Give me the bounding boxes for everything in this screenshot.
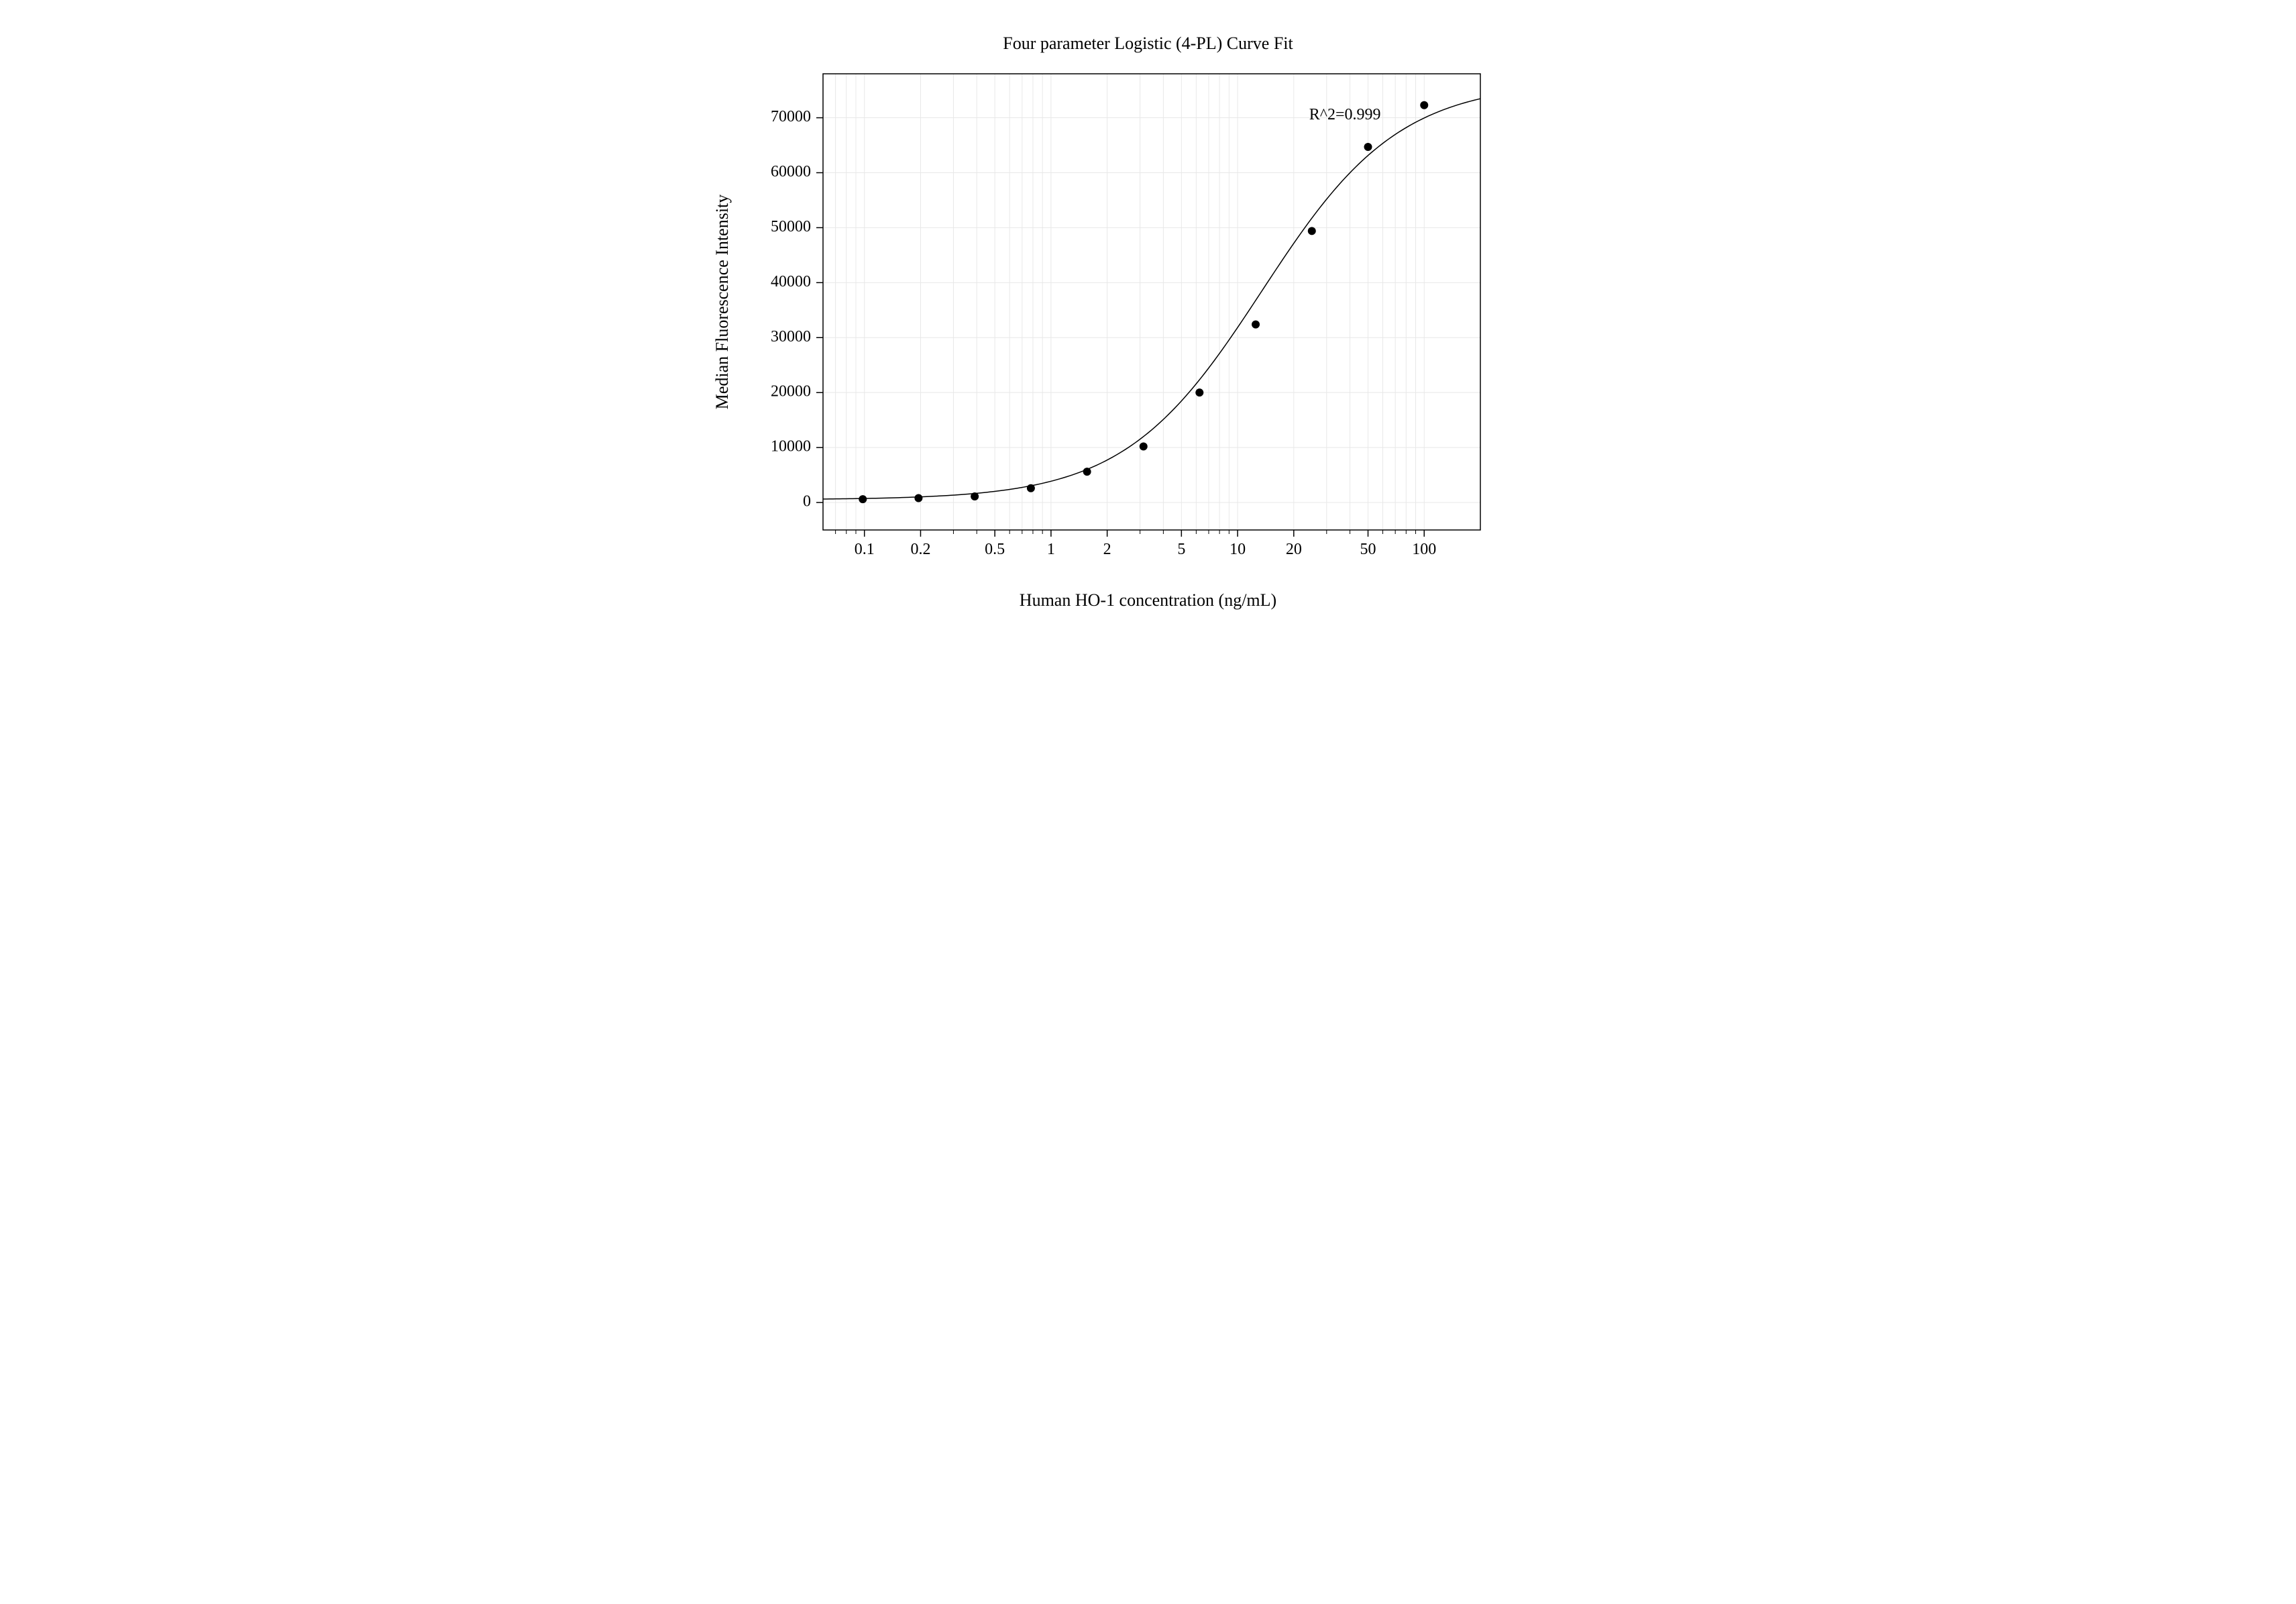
svg-text:1: 1 bbox=[1046, 541, 1054, 558]
svg-text:0.2: 0.2 bbox=[910, 541, 930, 558]
svg-text:40000: 40000 bbox=[771, 273, 811, 290]
svg-text:30000: 30000 bbox=[771, 328, 811, 345]
svg-text:20000: 20000 bbox=[771, 383, 811, 400]
svg-text:20: 20 bbox=[1285, 541, 1301, 558]
chart-container: Four parameter Logistic (4-PL) Curve Fit… bbox=[669, 13, 1628, 684]
svg-text:100: 100 bbox=[1412, 541, 1436, 558]
svg-text:10000: 10000 bbox=[771, 438, 811, 456]
y-axis-label: Median Fluorescence Intensity bbox=[712, 195, 732, 410]
svg-text:0.1: 0.1 bbox=[854, 541, 874, 558]
svg-text:10: 10 bbox=[1229, 541, 1246, 558]
svg-text:2: 2 bbox=[1103, 541, 1111, 558]
svg-text:50: 50 bbox=[1360, 541, 1376, 558]
x-axis-label: Human HO-1 concentration (ng/mL) bbox=[669, 590, 1628, 610]
svg-text:0: 0 bbox=[803, 493, 811, 511]
svg-text:5: 5 bbox=[1177, 541, 1185, 558]
svg-text:0.5: 0.5 bbox=[985, 541, 1005, 558]
svg-text:50000: 50000 bbox=[771, 218, 811, 235]
svg-text:70000: 70000 bbox=[771, 108, 811, 125]
r-squared-annotation: R^2=0.999 bbox=[1309, 106, 1381, 124]
svg-text:60000: 60000 bbox=[771, 163, 811, 180]
chart-svg: 0 10000 20000 30000 40000 50000 60000 70000 0.1 0… bbox=[669, 13, 1628, 684]
